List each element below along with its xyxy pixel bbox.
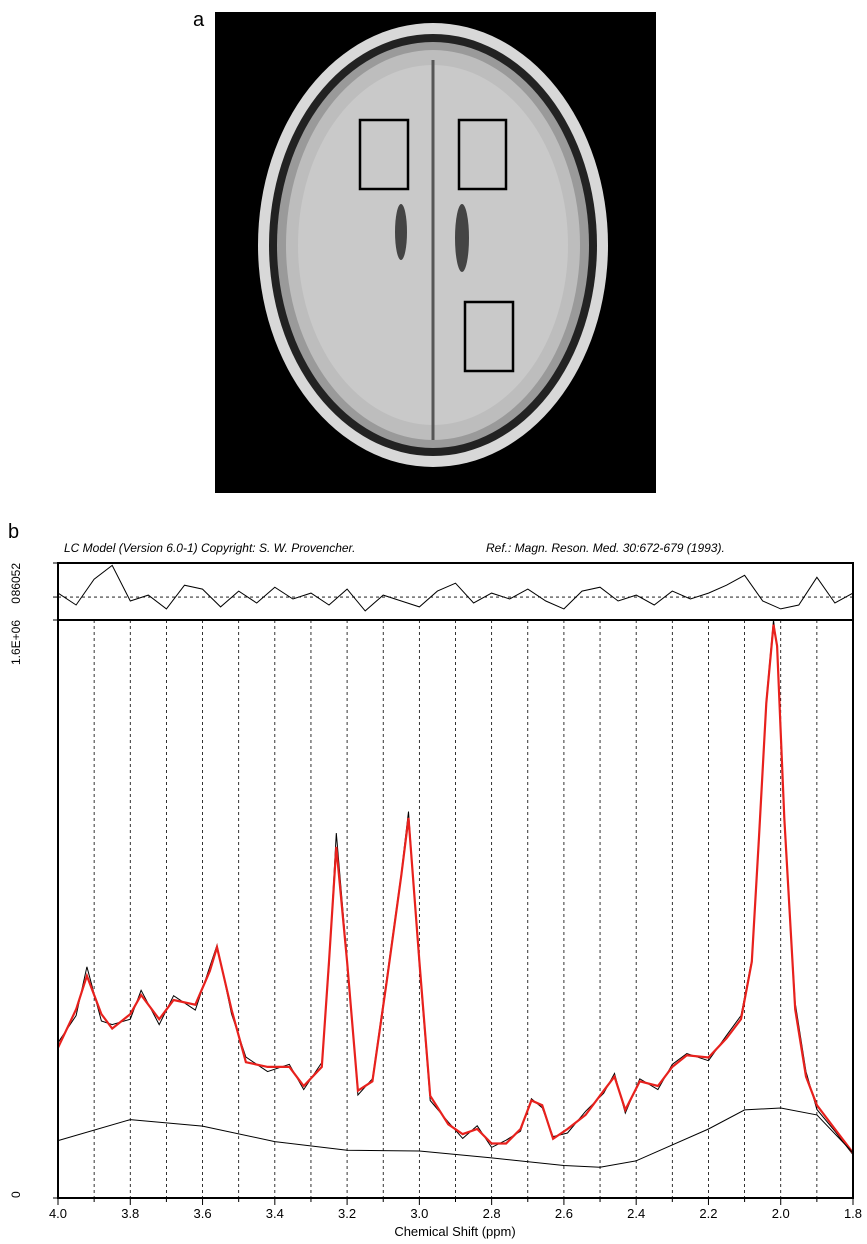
x-tick-label: 3.6 (194, 1206, 212, 1221)
x-tick-label: 2.4 (627, 1206, 645, 1221)
x-tick-label: 1.8 (844, 1206, 862, 1221)
x-tick-label: 2.2 (699, 1206, 717, 1221)
y-tick-label: 86052 (9, 563, 23, 597)
x-tick-label: 4.0 (49, 1206, 67, 1221)
plot-frame (58, 563, 853, 620)
chart-subtitle: Ref.: Magn. Reson. Med. 30:672-679 (1993… (486, 541, 725, 555)
x-tick-label: 3.8 (121, 1206, 139, 1221)
page: a b LC Model (Version 6.0-1) Copyright: … (0, 0, 867, 1244)
y-tick-label: 1.6E+06 (9, 620, 23, 665)
x-tick-label: 3.4 (266, 1206, 284, 1221)
y-tick-label: 0 (9, 597, 23, 604)
x-axis-title: Chemical Shift (ppm) (394, 1224, 515, 1239)
figure: a b LC Model (Version 6.0-1) Copyright: … (0, 0, 867, 1244)
x-tick-label: 3.2 (338, 1206, 356, 1221)
chart-title: LC Model (Version 6.0-1) Copyright: S. W… (64, 541, 355, 555)
panel-label: a (193, 9, 205, 31)
y-tick-label: 0 (9, 1191, 23, 1198)
x-tick-label: 2.6 (555, 1206, 573, 1221)
x-tick-label: 2.8 (483, 1206, 501, 1221)
series-line (58, 625, 853, 1153)
mri-image (215, 12, 656, 493)
x-tick-label: 3.0 (410, 1206, 428, 1221)
panel-label: b (8, 521, 19, 543)
x-tick-label: 2.0 (772, 1206, 790, 1221)
series-line (58, 565, 853, 611)
